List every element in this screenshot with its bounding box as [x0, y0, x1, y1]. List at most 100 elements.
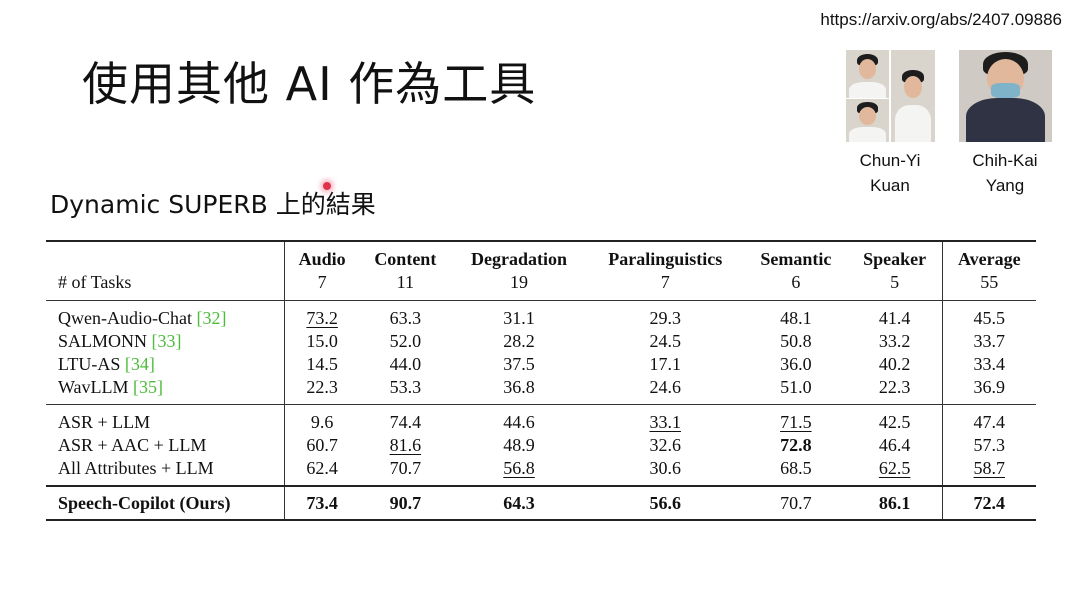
cell-value: 44.0 [389, 354, 422, 374]
cell-value: 33.4 [941, 353, 1036, 376]
citation-link[interactable]: [35] [133, 377, 164, 397]
cell-value: 33.2 [878, 331, 911, 351]
laser-pointer-dot [323, 182, 331, 190]
col-header-semantic: Semantic [760, 249, 832, 269]
table-row: SALMONN [33] 15.0 52.0 28.2 24.5 50.8 33… [46, 330, 1036, 353]
cell-value: 28.2 [503, 331, 535, 351]
cell-value: 73.4 [284, 485, 360, 520]
cell-value: 70.7 [743, 485, 848, 520]
cell-value: 51.0 [780, 377, 812, 397]
cell-value: 36.9 [941, 376, 1036, 405]
table-row: Qwen-Audio-Chat [32] 73.2 63.3 31.1 29.3… [46, 300, 1036, 330]
cell-value: 62.5 [878, 458, 911, 478]
author-name-kuan: Chun-Yi Kuan [859, 151, 921, 195]
model-name: Qwen-Audio-Chat [32] [46, 300, 285, 330]
cell-value: 44.6 [451, 404, 587, 434]
cell-value: 46.4 [878, 435, 911, 455]
cell-value: 48.9 [503, 435, 535, 455]
col-header-degradation: Degradation [471, 249, 568, 269]
cell-value: 53.3 [389, 377, 422, 397]
cell-value: 72.8 [780, 435, 812, 455]
cell-value: 36.0 [780, 354, 812, 374]
table-row: ASR + LLM 9.6 74.4 44.6 33.1 71.5 42.5 4… [46, 404, 1036, 434]
cell-value: 63.3 [359, 300, 452, 330]
cell-value: 40.2 [878, 354, 911, 374]
cell-value: 45.5 [941, 300, 1036, 330]
col-header-audio: Audio [284, 241, 360, 271]
model-name: ASR + LLM [46, 404, 285, 434]
cell-value: 22.3 [284, 376, 360, 405]
col-header-paralinguistics: Paralinguistics [608, 249, 723, 269]
cell-value: 14.5 [284, 353, 360, 376]
author-photo-yang [959, 50, 1052, 142]
cell-value: 68.5 [780, 458, 812, 478]
col-header-content: Content [374, 249, 437, 269]
citation-link[interactable]: [34] [124, 354, 155, 374]
cell-value: 32.6 [649, 435, 681, 455]
table-row: WavLLM [35] 22.3 53.3 36.8 24.6 51.0 22.… [46, 376, 1036, 405]
tasks-label: # of Tasks [58, 272, 132, 292]
arxiv-url[interactable]: https://arxiv.org/abs/2407.09886 [820, 10, 1062, 29]
cell-value: 62.4 [284, 457, 360, 486]
cell-value: 60.7 [284, 434, 360, 457]
table-row: LTU-AS [34] 14.5 44.0 37.5 17.1 36.0 40.… [46, 353, 1036, 376]
cell-value: 71.5 [780, 412, 812, 432]
cell-value: 56.6 [586, 485, 744, 520]
author-name-yang: Chih-Kai Yang [972, 151, 1038, 195]
table-subtitle: Dynamic SUPERB 上的結果 [50, 190, 376, 219]
col-header-speaker: Speaker [863, 249, 927, 269]
cell-value: 29.3 [586, 300, 744, 330]
cell-value: 37.5 [503, 354, 535, 374]
slide-title: 使用其他 AI 作為工具 [82, 57, 537, 111]
task-count-row: # of Tasks 7 11 19 7 6 5 55 [46, 271, 1036, 301]
model-name: ASR + AAC + LLM [58, 435, 207, 455]
cell-value: 47.4 [941, 404, 1036, 434]
cell-value: 24.5 [649, 331, 681, 351]
cell-value: 33.7 [941, 330, 1036, 353]
model-name: All Attributes + LLM [58, 458, 214, 478]
results-table: Audio Content Degradation Paralinguistic… [46, 240, 1036, 521]
task-count: 6 [791, 272, 801, 292]
task-count: 7 [284, 271, 360, 301]
cell-value: 86.1 [847, 485, 943, 520]
header-row: Audio Content Degradation Paralinguistic… [46, 241, 1036, 271]
cell-value: 41.4 [847, 300, 943, 330]
task-count: 19 [510, 272, 529, 292]
cell-value: 48.1 [743, 300, 848, 330]
cell-value: 36.8 [503, 377, 535, 397]
cell-value: 52.0 [389, 331, 422, 351]
cell-value: 70.7 [389, 458, 422, 478]
cell-value: 15.0 [284, 330, 360, 353]
cell-value: 58.7 [973, 458, 1006, 478]
col-header-average: Average [941, 241, 1036, 271]
cell-value: 90.7 [359, 485, 452, 520]
cell-value: 17.1 [649, 354, 681, 374]
task-count: 11 [396, 272, 414, 292]
task-count: 55 [941, 271, 1036, 301]
cell-value: 9.6 [284, 404, 360, 434]
citation-link[interactable]: [32] [196, 308, 227, 328]
cell-value: 64.3 [451, 485, 587, 520]
model-name: SALMONN [33] [58, 331, 182, 351]
cell-value: 24.6 [649, 377, 681, 397]
table-row: All Attributes + LLM 62.4 70.7 56.8 30.6… [46, 457, 1036, 486]
model-name: WavLLM [35] [58, 377, 164, 397]
cell-value: 42.5 [847, 404, 943, 434]
task-count: 7 [660, 272, 670, 292]
citation-link[interactable]: [33] [151, 331, 182, 351]
cell-value: 33.1 [649, 412, 681, 432]
cell-value: 72.4 [941, 485, 1036, 520]
table-row: ASR + AAC + LLM 60.7 81.6 48.9 32.6 72.8… [46, 434, 1036, 457]
cell-value: 81.6 [389, 435, 422, 455]
cell-value: 22.3 [878, 377, 911, 397]
cell-value: 57.3 [941, 434, 1036, 457]
table-row: Speech-Copilot (Ours) 73.4 90.7 64.3 56.… [46, 485, 1036, 520]
model-name: LTU-AS [34] [58, 354, 155, 374]
cell-value: 31.1 [451, 300, 587, 330]
cell-value: 74.4 [359, 404, 452, 434]
model-name: Speech-Copilot (Ours) [46, 485, 285, 520]
cell-value: 56.8 [503, 458, 535, 478]
cell-value: 30.6 [649, 458, 681, 478]
task-count: 5 [890, 272, 900, 292]
cell-value: 73.2 [306, 308, 338, 328]
